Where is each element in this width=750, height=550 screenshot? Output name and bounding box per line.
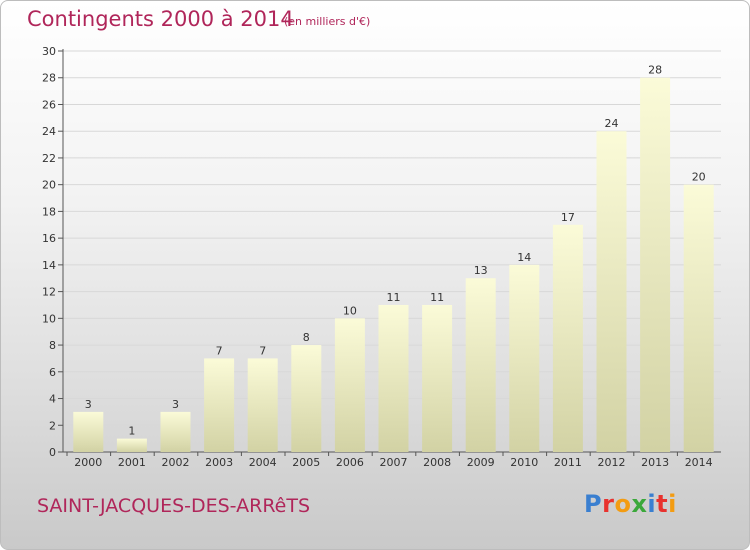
x-tick-label: 2004: [249, 456, 277, 469]
bar-value-label: 11: [430, 291, 444, 304]
y-tick-label: 28: [42, 72, 56, 85]
y-tick-label: 0: [49, 446, 56, 459]
chart-subtitle: (en milliers d'€): [284, 15, 371, 28]
bar-2008: [422, 304, 453, 452]
y-tick-label: 4: [49, 393, 56, 406]
y-tick-label: 10: [42, 312, 56, 325]
logo-letter: i: [647, 490, 657, 518]
y-tick-label: 12: [42, 286, 56, 299]
bar-2001: [116, 438, 147, 452]
bar-value-label: 11: [387, 291, 401, 304]
y-tick-label: 30: [42, 45, 56, 58]
x-tick-label: 2013: [641, 456, 669, 469]
bar-value-label: 3: [85, 398, 92, 411]
x-tick-label: 2007: [380, 456, 408, 469]
logo-letter: t: [656, 490, 669, 518]
bar-2004: [247, 358, 278, 452]
bar-2011: [552, 224, 583, 452]
x-tick-label: 2006: [336, 456, 364, 469]
logo-letter: P: [584, 490, 603, 518]
bar-2006: [334, 318, 365, 452]
x-tick-label: 2010: [510, 456, 538, 469]
x-tick-label: 2011: [554, 456, 582, 469]
x-tick-label: 2002: [162, 456, 190, 469]
y-tick-label: 20: [42, 179, 56, 192]
x-tick-label: 2009: [467, 456, 495, 469]
bar-value-label: 10: [343, 304, 357, 317]
proxiti-logo: Proxiti: [584, 490, 677, 518]
bar-2014: [683, 184, 714, 452]
bar-value-label: 24: [605, 117, 619, 130]
bar-value-label: 7: [259, 344, 266, 357]
y-tick-label: 26: [42, 98, 56, 111]
x-tick-label: 2001: [118, 456, 146, 469]
logo-letter: x: [631, 490, 648, 518]
bar-value-label: 13: [474, 264, 488, 277]
bar-value-label: 20: [692, 171, 706, 184]
x-tick-label: 2014: [685, 456, 713, 469]
logo-letter: r: [602, 490, 615, 518]
bar-2009: [465, 278, 496, 452]
x-tick-label: 2012: [598, 456, 626, 469]
y-tick-label: 8: [49, 339, 56, 352]
bar-value-label: 8: [303, 331, 310, 344]
bar-2002: [160, 411, 191, 452]
bar-value-label: 7: [216, 344, 223, 357]
bar-value-label: 3: [172, 398, 179, 411]
logo-letter: o: [614, 490, 632, 518]
bar-2003: [204, 358, 235, 452]
bar-2010: [509, 264, 540, 452]
y-tick-label: 18: [42, 205, 56, 218]
y-tick-label: 24: [42, 125, 56, 138]
y-tick-label: 14: [42, 259, 56, 272]
x-tick-label: 2003: [205, 456, 233, 469]
chart-title: Contingents 2000 à 2014: [27, 7, 294, 31]
bar-value-label: 1: [128, 425, 135, 438]
logo-letter: i: [668, 490, 677, 518]
y-tick-label: 6: [49, 366, 56, 379]
y-tick-label: 2: [49, 419, 56, 432]
bar-2000: [73, 411, 104, 452]
place-name: SAINT-JACQUES-DES-ARRêTS: [37, 495, 311, 517]
bar-value-label: 28: [648, 64, 662, 77]
bar-value-label: 17: [561, 211, 575, 224]
bar-2007: [378, 304, 409, 452]
x-tick-label: 2000: [74, 456, 102, 469]
bar-2013: [640, 77, 671, 452]
y-tick-label: 22: [42, 152, 56, 165]
bars: [73, 77, 714, 452]
bar-2005: [291, 345, 322, 452]
bar-2012: [596, 131, 627, 452]
bar-value-label: 14: [517, 251, 531, 264]
x-tick-label: 2005: [292, 456, 320, 469]
x-tick-label: 2008: [423, 456, 451, 469]
y-tick-label: 16: [42, 232, 56, 245]
